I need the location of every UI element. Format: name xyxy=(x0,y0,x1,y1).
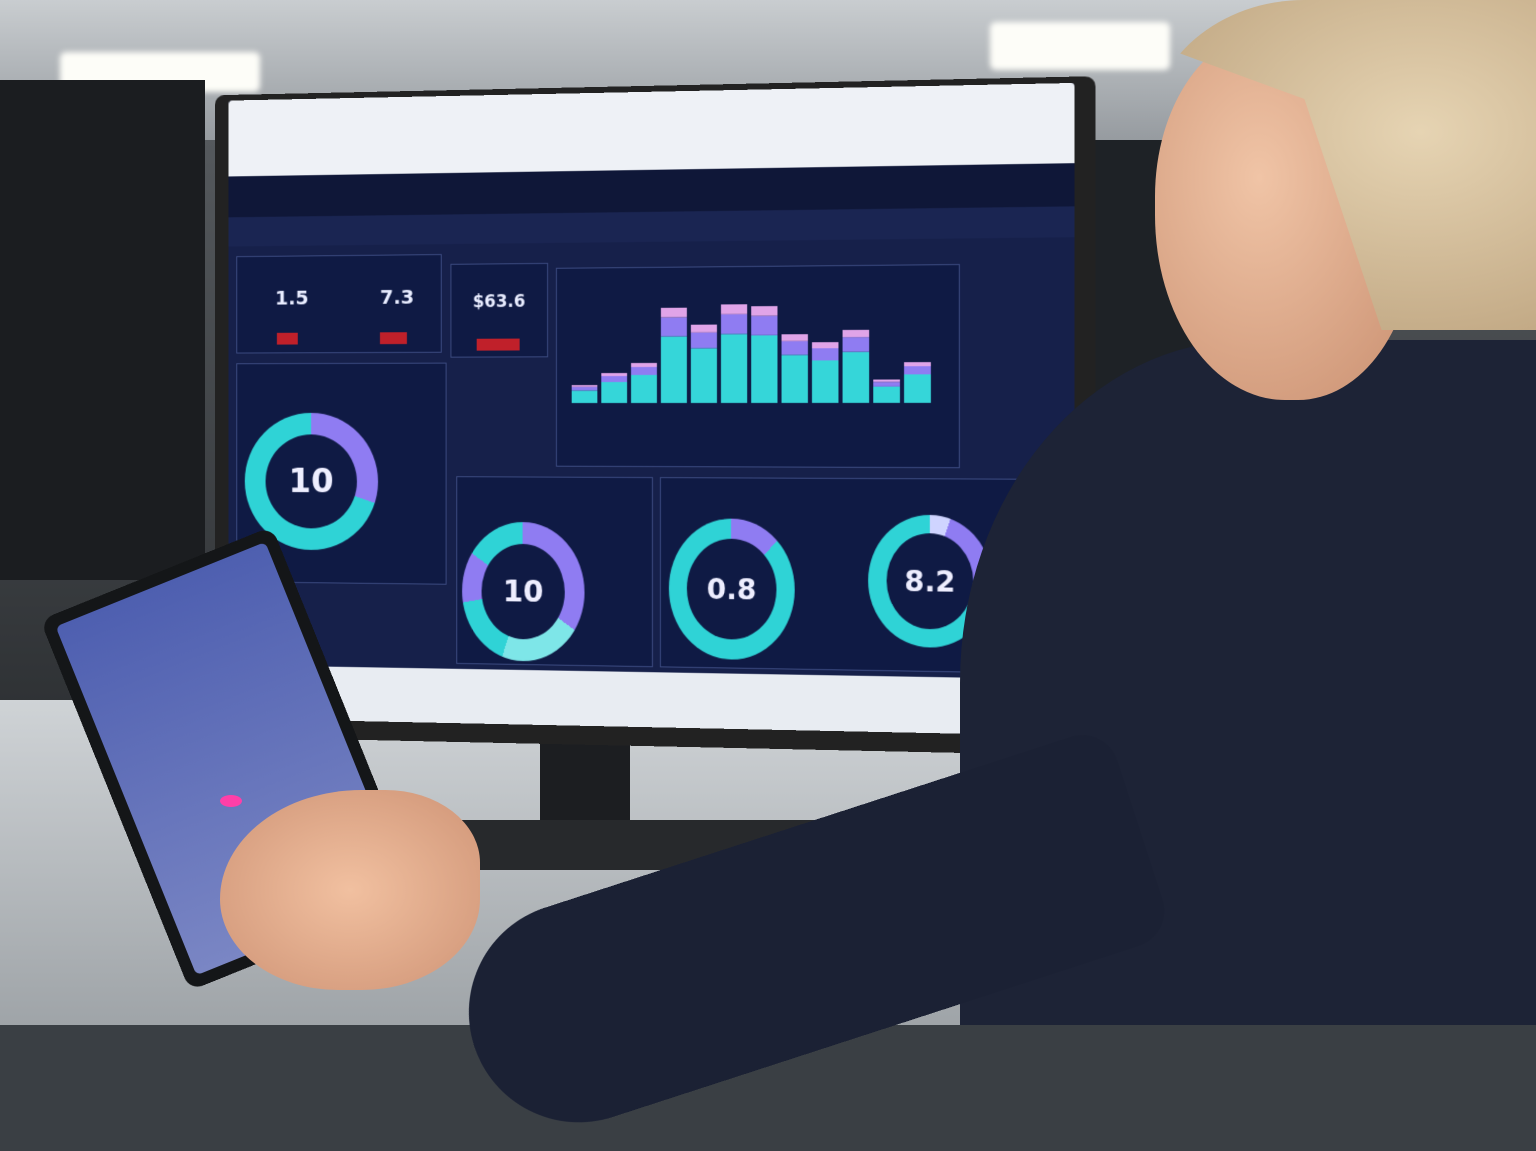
donut-value: 0.8 xyxy=(686,538,777,641)
donut-chart: 0.8 xyxy=(668,518,795,661)
bar-segment xyxy=(601,382,628,404)
ceiling-light xyxy=(990,22,1170,70)
bar-segment xyxy=(631,374,657,404)
bar-segment xyxy=(842,351,870,403)
bar-chart-panel xyxy=(555,264,960,469)
bar-segment xyxy=(904,374,931,403)
bar-segment xyxy=(811,348,839,361)
bar-segment xyxy=(781,354,808,403)
bar-segment xyxy=(751,306,778,316)
monitor-screen: 1.5 7.3 $63.6 10 10 0.8 8.2 xyxy=(228,82,1075,737)
bar-segment xyxy=(660,307,687,318)
bar-segment xyxy=(873,386,900,403)
bar-segment xyxy=(842,337,870,352)
kpi-panel-1: 1.5 7.3 xyxy=(236,254,442,354)
bar-segment xyxy=(842,329,870,338)
bar-segment xyxy=(720,304,748,315)
bar-segment xyxy=(720,314,748,335)
bar-segment xyxy=(571,385,598,387)
bar-segment xyxy=(660,317,687,337)
bar-segment xyxy=(631,366,657,376)
kpi-value: $63.6 xyxy=(472,291,526,313)
bar-segment xyxy=(601,373,628,377)
kpi-left-value: 1.5 xyxy=(275,285,309,310)
bar-segment xyxy=(601,376,628,383)
donut-chart: 10 xyxy=(462,521,585,663)
alert-tag xyxy=(476,338,520,351)
bar-segment xyxy=(904,362,931,367)
donut-value: 8.2 xyxy=(886,532,974,630)
bar-segment xyxy=(873,381,900,387)
donut-value: 10 xyxy=(481,543,565,640)
alert-tag xyxy=(276,332,298,345)
kpi-panel-2: $63.6 xyxy=(450,262,549,358)
alert-tag xyxy=(379,332,407,345)
bar-segment xyxy=(720,333,748,403)
pink-fingernail xyxy=(220,795,242,807)
person-hand xyxy=(220,790,480,990)
bar-segment xyxy=(690,348,717,403)
bar-segment xyxy=(631,362,657,368)
bar-segment xyxy=(873,379,900,382)
bar-segment xyxy=(660,336,687,403)
bar-segment xyxy=(781,341,808,355)
bar-segment xyxy=(690,332,717,349)
bar-segment xyxy=(781,334,808,342)
bar-segment xyxy=(571,390,598,404)
bar-segment xyxy=(811,360,839,403)
bar-segment xyxy=(811,342,839,349)
browser-chrome xyxy=(228,82,1075,177)
kpi-right-value: 7.3 xyxy=(379,284,415,309)
donut-panel-2: 10 xyxy=(456,476,653,668)
bar-segment xyxy=(690,324,717,333)
bar-segment xyxy=(751,335,778,403)
bar-segment xyxy=(571,386,598,391)
bar-segment xyxy=(751,315,778,336)
stacked-bar-chart xyxy=(571,304,931,404)
left-monitor xyxy=(0,80,205,580)
donut-value: 10 xyxy=(265,434,357,529)
bar-segment xyxy=(904,366,931,375)
